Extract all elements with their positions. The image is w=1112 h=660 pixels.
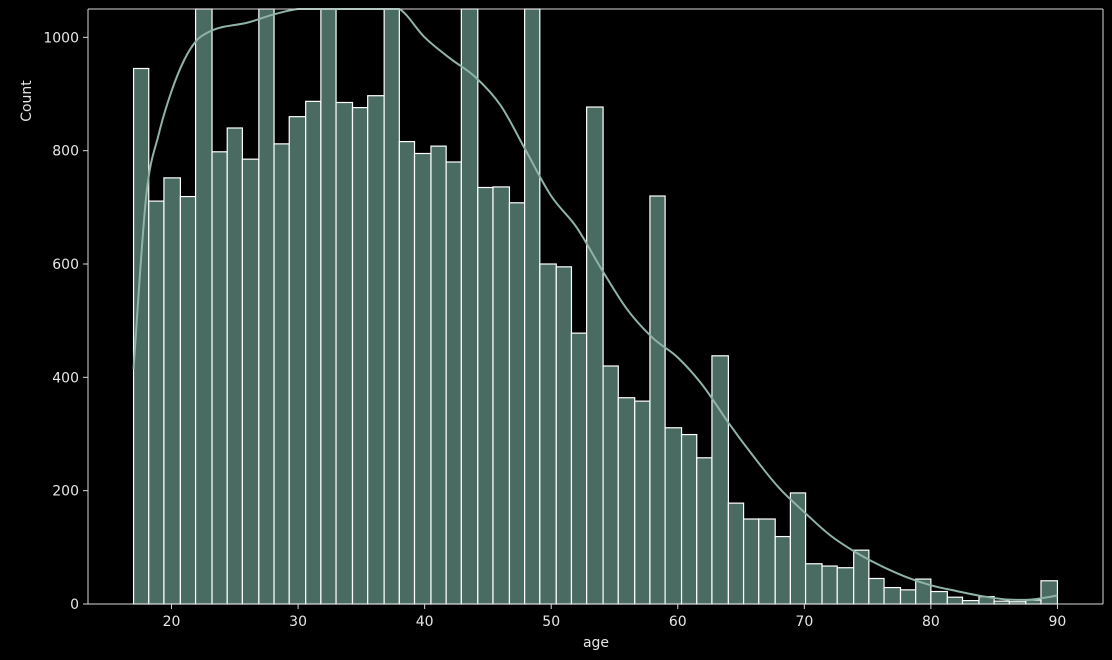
histogram-bar <box>335 101 354 605</box>
histogram-bar <box>539 263 557 605</box>
axes-group <box>87 8 1104 605</box>
histogram-bar <box>774 535 792 605</box>
histogram-bar <box>664 427 683 605</box>
x-tick-label: 40 <box>416 614 434 630</box>
histogram-bar <box>789 492 807 605</box>
histogram-bar <box>821 565 838 605</box>
histogram-bar <box>508 202 526 605</box>
histogram-bar <box>211 151 228 605</box>
histogram-bar <box>258 8 275 605</box>
y-tick-label: 800 <box>52 144 79 160</box>
histogram-bar <box>586 106 604 605</box>
x-axis-label: age <box>583 635 609 651</box>
histogram-bar <box>961 599 980 605</box>
histogram-bar <box>320 8 337 605</box>
histogram-bar <box>883 586 902 605</box>
y-axis-label: Count <box>19 80 35 122</box>
histogram-bar <box>742 518 760 605</box>
histogram-bar <box>383 8 400 605</box>
histogram-bar <box>930 590 948 605</box>
x-tick-label: 50 <box>542 614 560 630</box>
histogram-bar <box>946 596 964 605</box>
x-tick-label: 30 <box>289 614 307 630</box>
histogram-bar <box>445 161 462 605</box>
histogram-bar <box>649 195 666 605</box>
histogram-bar <box>524 8 541 605</box>
histogram-bar <box>696 457 713 605</box>
histogram-bar <box>430 145 447 605</box>
y-tick-label: 400 <box>52 370 79 386</box>
x-tick-label: 70 <box>795 614 813 630</box>
y-tick-label: 0 <box>70 597 79 613</box>
histogram-bar <box>460 8 479 605</box>
x-tick-label: 20 <box>163 614 181 630</box>
histogram-bar <box>194 8 213 605</box>
x-tick-label: 80 <box>922 614 940 630</box>
histogram-bar <box>288 116 307 605</box>
histogram-bar <box>367 95 385 605</box>
histogram-bar <box>868 577 885 605</box>
histogram-bar <box>305 100 322 605</box>
y-tick-label: 200 <box>52 484 79 500</box>
x-ticks-group: 20 30 40 50 60 70 80 90 <box>163 604 1067 630</box>
histogram-bar <box>413 152 432 605</box>
histogram-bar <box>758 518 776 605</box>
histogram-bar <box>602 365 619 605</box>
histogram-bar <box>680 433 698 605</box>
x-tick-label: 60 <box>669 614 687 630</box>
histogram-bar <box>617 397 636 605</box>
histogram-bar <box>836 567 855 605</box>
histogram-bar <box>727 502 745 605</box>
histogram-bar <box>273 143 290 605</box>
histogram-bar <box>477 186 494 605</box>
histogram-bar <box>163 177 181 605</box>
histogram-bar <box>398 141 416 605</box>
histogram-bar <box>1040 580 1059 605</box>
histogram-bar <box>179 195 197 605</box>
histogram-bar <box>241 158 260 605</box>
histogram-bar <box>634 400 651 605</box>
y-tick-label: 1000 <box>43 30 79 46</box>
y-ticks-group: 0 200 400 600 800 1000 <box>43 30 88 613</box>
histogram-bar <box>570 332 588 605</box>
histogram-bar <box>899 589 917 605</box>
y-tick-label: 600 <box>52 257 79 273</box>
x-tick-label: 90 <box>1049 614 1067 630</box>
histogram-bar <box>804 563 823 605</box>
kde-line <box>132 8 1058 601</box>
histogram-bar <box>711 355 729 605</box>
histogram-bar <box>351 106 369 605</box>
histogram-bar <box>148 200 165 605</box>
histogram-bar <box>492 186 511 605</box>
histogram-bar <box>555 266 573 605</box>
histogram-bar <box>226 127 244 605</box>
